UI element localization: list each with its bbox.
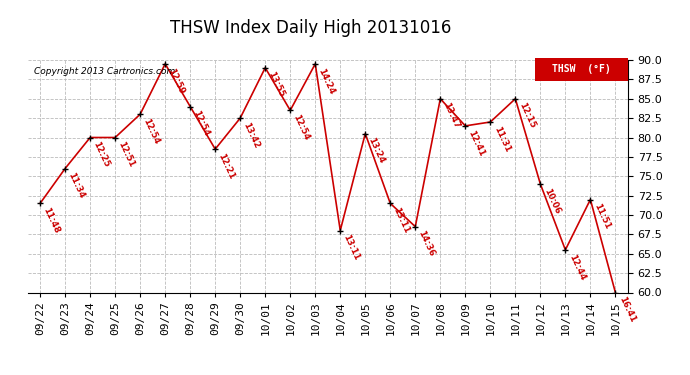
Text: 13:55: 13:55: [266, 70, 286, 99]
Text: 10:06: 10:06: [542, 187, 562, 215]
Text: 13:24: 13:24: [366, 136, 386, 165]
Text: 11:51: 11:51: [592, 202, 611, 231]
Text: 13:11: 13:11: [392, 206, 411, 235]
Text: 13:47: 13:47: [442, 102, 462, 130]
Text: 12:21: 12:21: [217, 152, 237, 181]
Text: 13:11: 13:11: [342, 233, 362, 262]
Text: 12:25: 12:25: [92, 140, 111, 169]
Text: 11:34: 11:34: [66, 171, 86, 200]
Text: Copyright 2013 Cartronics.com: Copyright 2013 Cartronics.com: [34, 67, 175, 76]
Text: 12:54: 12:54: [141, 117, 161, 146]
Text: 11:48: 11:48: [41, 206, 61, 235]
Text: 14:24: 14:24: [317, 67, 337, 96]
Text: 12:54: 12:54: [292, 113, 311, 142]
Text: 14:36: 14:36: [417, 230, 437, 258]
Text: 12:51: 12:51: [117, 140, 136, 169]
Text: 13:42: 13:42: [241, 121, 262, 150]
Text: 12:41: 12:41: [466, 129, 486, 158]
Text: 11:31: 11:31: [492, 125, 511, 153]
Text: 12:44: 12:44: [566, 253, 586, 282]
Text: 12:15: 12:15: [517, 102, 536, 130]
Text: THSW Index Daily High 20131016: THSW Index Daily High 20131016: [170, 19, 451, 37]
Text: 16:41: 16:41: [617, 295, 637, 324]
Text: 12:59: 12:59: [166, 67, 186, 95]
Text: 12:54: 12:54: [192, 109, 211, 138]
